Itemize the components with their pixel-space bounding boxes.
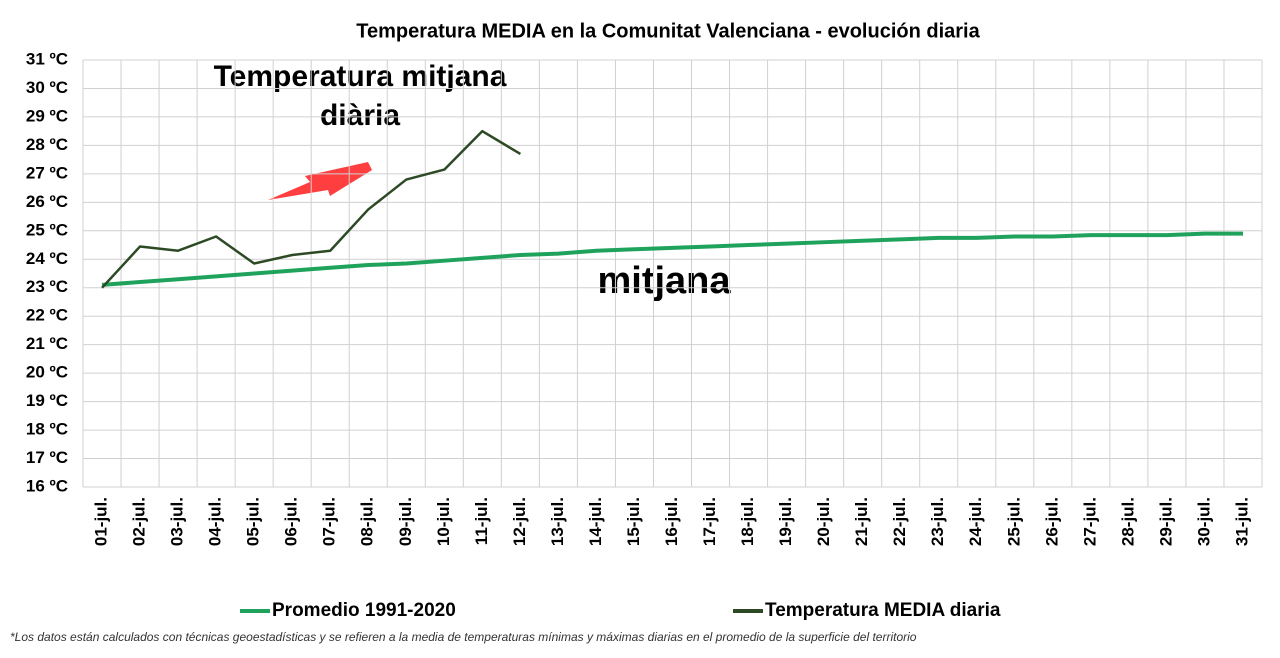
y-tick-label: 17 ºC (26, 448, 68, 467)
x-tick-label: 08-jul. (358, 497, 377, 546)
y-tick-label: 29 ºC (26, 106, 68, 125)
x-tick-label: 20-jul. (814, 497, 833, 546)
x-tick-label: 25-jul. (1004, 497, 1023, 546)
x-tick-label: 27-jul. (1080, 497, 1099, 546)
x-tick-label: 19-jul. (776, 497, 795, 546)
y-tick-label: 30 ºC (26, 78, 68, 97)
annotation-arrow (268, 162, 372, 200)
x-tick-label: 31-jul. (1232, 497, 1251, 546)
x-tick-label: 04-jul. (206, 497, 225, 546)
y-tick-label: 18 ºC (26, 420, 68, 439)
y-tick-label: 28 ºC (26, 135, 68, 154)
y-tick-label: 16 ºC (26, 476, 68, 495)
x-tick-label: 13-jul. (548, 497, 567, 546)
x-tick-label: 28-jul. (1118, 497, 1137, 546)
chart-title: Temperatura MEDIA en la Comunitat Valenc… (356, 20, 980, 42)
legend-label: Temperatura MEDIA diaria (765, 600, 1001, 621)
series-line (101, 129, 522, 289)
x-tick-label: 23-jul. (928, 497, 947, 546)
footnote: *Los datos están calculados con técnicas… (10, 630, 917, 644)
series-line (101, 231, 1243, 287)
y-tick-label: 31 ºC (26, 49, 68, 68)
x-tick-label: 11-jul. (472, 497, 491, 545)
x-tick-label: 05-jul. (244, 497, 263, 546)
y-tick-label: 19 ºC (26, 391, 68, 410)
y-tick-label: 23 ºC (26, 277, 68, 296)
x-tick-label: 09-jul. (396, 497, 415, 546)
x-tick-label: 01-jul. (92, 497, 111, 546)
annotation: Temperatura mitjana (214, 60, 507, 93)
y-tick-label: 24 ºC (26, 249, 68, 268)
x-tick-label: 26-jul. (1042, 497, 1061, 546)
x-tick-label: 18-jul. (738, 497, 757, 546)
annotation: mitjana (597, 260, 731, 302)
x-tick-label: 30-jul. (1194, 497, 1213, 546)
x-tick-label: 29-jul. (1156, 497, 1175, 546)
y-tick-label: 25 ºC (26, 220, 68, 239)
x-tick-label: 15-jul. (624, 497, 643, 546)
x-tick-label: 12-jul. (510, 497, 529, 546)
y-tick-label: 27 ºC (26, 163, 68, 182)
x-tick-label: 14-jul. (586, 497, 605, 546)
legend-label: Promedio 1991-2020 (272, 600, 456, 621)
x-tick-label: 24-jul. (966, 497, 985, 546)
annotation: diària (320, 99, 400, 132)
x-tick-label: 07-jul. (320, 497, 339, 546)
y-tick-label: 20 ºC (26, 363, 68, 382)
x-tick-label: 10-jul. (434, 497, 453, 546)
x-tick-label: 06-jul. (282, 497, 301, 546)
x-tick-label: 17-jul. (700, 497, 719, 546)
x-tick-label: 21-jul. (852, 497, 871, 546)
x-tick-label: 02-jul. (130, 497, 149, 546)
x-tick-label: 03-jul. (168, 497, 187, 546)
y-tick-label: 21 ºC (26, 334, 68, 353)
x-tick-label: 16-jul. (662, 497, 681, 546)
y-tick-label: 22 ºC (26, 306, 68, 325)
x-tick-label: 22-jul. (890, 497, 909, 546)
y-tick-label: 26 ºC (26, 192, 68, 211)
